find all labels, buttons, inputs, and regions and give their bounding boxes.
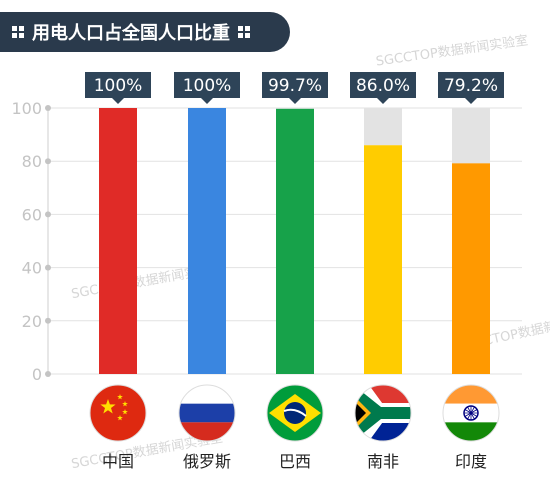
flag-border <box>266 384 324 442</box>
data-label: 100% <box>94 76 143 96</box>
y-tick-label: 80 <box>22 152 42 171</box>
brazil-flag-icon <box>267 385 323 441</box>
bar-background <box>364 108 402 146</box>
flag-border <box>442 384 500 442</box>
india-flag-icon <box>443 385 499 441</box>
y-tick-label: 40 <box>22 259 42 278</box>
x-tick-label: 中国 <box>102 452 134 471</box>
bar-background <box>276 108 314 109</box>
bar <box>276 108 314 374</box>
data-label: 100% <box>183 76 232 96</box>
china-flag-icon <box>90 385 146 441</box>
bar <box>452 163 490 374</box>
value-label-pointer <box>465 98 477 104</box>
y-tick-dot <box>45 264 51 271</box>
chart-title-bar: 用电人口占全国人口比重 <box>0 12 290 52</box>
value-label-box <box>174 72 240 98</box>
y-tick-dot <box>45 317 51 324</box>
chart-title: 用电人口占全国人口比重 <box>32 23 230 44</box>
value-label-pointer <box>377 98 389 104</box>
grid-squares-icon <box>12 26 24 38</box>
grid-squares-icon <box>238 26 250 38</box>
bar <box>364 145 402 374</box>
y-tick-dot <box>45 158 51 165</box>
x-tick-label: 南非 <box>367 452 399 471</box>
y-tick-dot <box>45 105 51 111</box>
y-tick-label: 100 <box>11 99 42 118</box>
value-label-box <box>438 72 504 98</box>
flag-border <box>178 384 236 442</box>
value-label-pointer <box>289 98 301 104</box>
value-label-pointer <box>112 98 124 104</box>
data-label: 99.7% <box>268 76 322 96</box>
x-tick-label: 巴西 <box>279 452 311 471</box>
flag-border <box>89 384 147 442</box>
y-tick-dot <box>45 371 51 377</box>
bar <box>99 108 137 374</box>
value-label-pointer <box>201 98 213 104</box>
y-tick-dot <box>45 211 51 218</box>
value-label-box <box>85 72 151 98</box>
value-label-box <box>262 72 328 98</box>
x-tick-label: 印度 <box>455 452 487 471</box>
data-label: 86.0% <box>356 76 410 96</box>
x-tick-label: 俄罗斯 <box>183 452 231 471</box>
bar <box>188 108 226 374</box>
y-tick-label: 0 <box>32 365 42 384</box>
value-label-box <box>350 72 416 98</box>
data-label: 79.2% <box>444 76 498 96</box>
y-tick-label: 60 <box>22 205 42 224</box>
y-tick-label: 20 <box>22 312 42 331</box>
russia-flag-icon <box>179 385 235 441</box>
flag-border <box>354 384 412 442</box>
bar-background <box>452 108 490 164</box>
